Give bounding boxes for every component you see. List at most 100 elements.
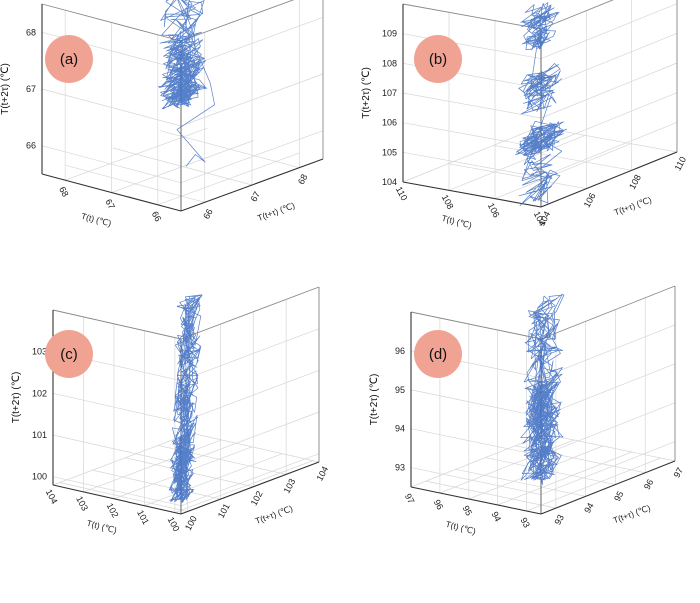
gridline — [410, 389, 542, 418]
y-axis-label: T(t+τ) (℃) — [254, 503, 294, 526]
y-axis-line — [540, 151, 678, 208]
trajectory-line — [520, 293, 565, 486]
trajectory-line — [515, 2, 568, 206]
gridline — [540, 92, 678, 148]
gridline — [180, 130, 324, 183]
gridline — [410, 467, 542, 495]
z-tick-label: 101 — [32, 430, 47, 440]
panel-badge: (c) — [45, 330, 93, 378]
gridline — [448, 163, 587, 190]
y-tick-label: 110 — [673, 155, 689, 172]
y-axis-label: T(t+τ) (℃) — [612, 503, 652, 526]
tick-labels: 66 67 68 66 67 68 66 67 68 — [26, 27, 309, 223]
y-tick-label: 68 — [296, 172, 310, 186]
x-tick-label: 100 — [166, 515, 182, 533]
box-edge — [540, 285, 676, 340]
y-tick-label: 95 — [612, 489, 626, 503]
y-tick-label: 101 — [216, 502, 232, 520]
trajectory-line — [168, 294, 203, 503]
z-tick-label: 109 — [382, 29, 397, 39]
x-axis-line — [52, 484, 182, 515]
panel-d: 93 94 95 96 97 93 94 95 96 97 93 94 95 96 T(t) (℃) T(t+… — [350, 285, 700, 600]
box-edge — [410, 311, 542, 340]
gridline — [540, 324, 676, 379]
panel-badge: (a) — [45, 35, 93, 83]
x-axis-line — [402, 181, 542, 208]
z-axis-label: T(t+2τ) (℃) — [11, 372, 22, 424]
y-tick-label: 94 — [582, 501, 596, 515]
gridline — [515, 445, 646, 474]
z-axis-label: T(t+2τ) (℃) — [369, 374, 380, 426]
z-tick-label: 108 — [382, 58, 397, 68]
panel-badge: (b) — [414, 35, 462, 83]
x-tick-label: 106 — [486, 201, 502, 219]
y-axis-label: T(t+τ) (℃) — [256, 200, 296, 223]
y-tick-label: 67 — [249, 190, 263, 204]
x-tick-label: 94 — [490, 510, 504, 524]
z-tick-label: 105 — [382, 147, 397, 157]
z-tick-label: 102 — [32, 388, 47, 398]
x-tick-label: 93 — [518, 516, 532, 530]
y-axis-label: T(t+τ) (℃) — [613, 194, 653, 217]
x-tick-label: 66 — [150, 210, 164, 224]
plot-d: 93 94 95 96 97 93 94 95 96 97 93 94 95 96 T(t) (℃) T(t+… — [369, 285, 685, 536]
gridline — [439, 439, 575, 494]
y-tick-label: 97 — [672, 466, 686, 480]
y-tick-label: 108 — [627, 173, 643, 191]
gridline — [540, 363, 676, 418]
box-edge — [402, 3, 542, 30]
x-tick-label: 96 — [432, 498, 446, 512]
gridline — [174, 460, 314, 513]
gridline — [112, 147, 253, 186]
x-axis-label: T(t) (℃) — [80, 211, 112, 229]
x-tick-label: 104 — [44, 488, 60, 506]
gridline — [180, 328, 320, 381]
gridline — [540, 402, 676, 456]
box-edge — [180, 0, 295, 42]
gridline — [544, 433, 676, 462]
z-tick-label: 93 — [395, 463, 405, 473]
x-axis-label: T(t) (℃) — [441, 213, 473, 231]
x-tick-label: 68 — [57, 185, 71, 199]
box-edge — [52, 309, 182, 340]
x-axis-label: T(t) (℃) — [86, 518, 118, 536]
gridline — [540, 33, 678, 89]
gridline — [59, 482, 188, 512]
z-tick-label: 68 — [26, 27, 36, 37]
x-tick-label: 102 — [105, 501, 121, 519]
gridline — [180, 370, 320, 423]
gridline — [65, 164, 205, 203]
x-tick-label: 67 — [103, 197, 117, 211]
gridline — [83, 439, 222, 493]
gridline — [41, 88, 182, 127]
z-tick-label: 100 — [32, 472, 47, 482]
z-tick-label: 94 — [395, 424, 405, 434]
gridline — [180, 453, 320, 506]
x-tick-label: 101 — [135, 508, 151, 526]
z-axis-label: T(t+2τ) (℃) — [361, 67, 372, 119]
z-tick-label: 95 — [395, 385, 405, 395]
trajectory-line — [157, 0, 215, 167]
gridline — [52, 476, 182, 507]
y-tick-label: 96 — [642, 478, 656, 492]
gridline — [540, 122, 678, 178]
y-tick-label: 66 — [201, 207, 215, 221]
y-tick-label: 103 — [282, 477, 298, 495]
gridline — [52, 392, 182, 423]
gridline — [448, 135, 586, 191]
box-edge — [41, 3, 182, 42]
gridline — [493, 144, 632, 171]
gridline — [180, 73, 324, 127]
panel-a: 66 67 68 66 67 68 66 67 68 T(t) (℃) T(t+τ) (℃) T(t+… — [0, 0, 350, 300]
plot-a: 66 67 68 66 67 68 66 67 68 T(t) (℃) T(t+τ) (℃) T(t+… — [0, 0, 324, 229]
z-tick-label: 66 — [26, 141, 36, 151]
y-axis-line — [540, 460, 676, 515]
tick-labels: 93 94 95 96 97 93 94 95 96 97 93 94 95 96 — [395, 346, 685, 529]
box-edges — [41, 0, 324, 212]
z-tick-label: 106 — [382, 118, 397, 128]
z-tick-label: 67 — [26, 84, 36, 94]
gridline — [494, 143, 632, 199]
panel-b: 104 106 108 110 104 106 108 110 104 105 106 107 108 1… — [350, 0, 700, 300]
y-tick-label: 104 — [314, 465, 330, 483]
